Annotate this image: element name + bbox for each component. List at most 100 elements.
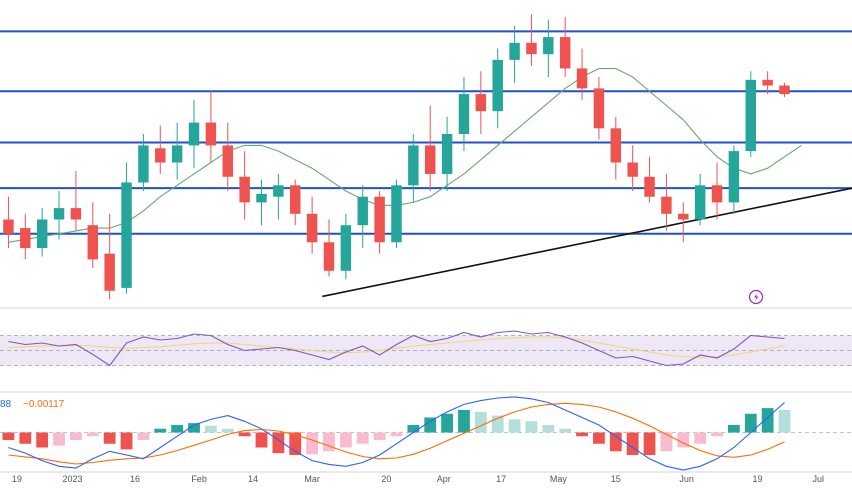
candle	[441, 116, 453, 191]
candle	[104, 213, 115, 300]
candle	[171, 122, 183, 180]
candle	[576, 48, 588, 100]
macd-histogram-bar	[407, 425, 420, 433]
candle	[222, 122, 233, 191]
candle-body	[559, 37, 571, 69]
candle	[357, 185, 368, 248]
time-axis-tick-label: 15	[611, 474, 621, 484]
candle-body	[290, 185, 301, 214]
time-axis-tick-label: 20	[381, 474, 391, 484]
candle	[492, 48, 503, 129]
macd-histogram-bar	[255, 432, 268, 448]
candle-body	[644, 176, 655, 197]
macd-histogram-bar	[272, 432, 285, 454]
candle	[3, 196, 14, 248]
macd-histogram-bar	[188, 423, 200, 433]
macd-histogram-bar	[727, 425, 740, 433]
macd-histogram-bar	[474, 411, 487, 433]
macd-readout: 88 −0.00117	[0, 399, 65, 410]
candle	[678, 202, 689, 243]
macd-histogram-bar	[761, 408, 774, 433]
candle-body	[694, 185, 706, 220]
candle	[374, 191, 385, 254]
trendline	[322, 187, 852, 298]
rsi-ma-line	[8, 336, 785, 358]
macd-histogram-bar	[458, 410, 470, 433]
candle-body	[762, 79, 773, 86]
candle	[627, 145, 638, 191]
candle-body	[779, 85, 790, 95]
candle-body	[53, 208, 65, 220]
lightning-bolt-icon[interactable]	[748, 289, 764, 305]
candle	[559, 17, 571, 77]
time-axis-tick-label: May	[550, 474, 568, 484]
macd-line	[8, 396, 785, 471]
macd-histogram-bar	[2, 432, 15, 440]
candle-body	[340, 225, 352, 271]
macd-histogram-bar	[508, 419, 521, 433]
macd-histogram-bar	[677, 432, 690, 448]
candle	[610, 116, 622, 180]
macd-histogram-bar	[491, 415, 504, 433]
macd-histogram-bar	[373, 432, 386, 440]
candle	[340, 213, 352, 280]
candle	[87, 202, 99, 268]
macd-histogram-bar	[525, 421, 538, 433]
macd-histogram-bar	[204, 425, 217, 433]
candle	[509, 25, 520, 83]
macd-histogram-bar	[694, 432, 707, 444]
candle-body	[323, 242, 335, 271]
macd-histogram-bar	[120, 432, 133, 450]
time-axis-tick-label: Jul	[812, 474, 824, 484]
candle-body	[458, 94, 470, 134]
macd-histogram-bar	[137, 432, 150, 440]
time-axis-tick-label: Jun	[679, 474, 694, 484]
time-axis-tick-label: 19	[12, 474, 22, 484]
candle	[543, 20, 554, 77]
candle	[306, 196, 318, 254]
candle-body	[155, 148, 166, 163]
candle-body	[391, 185, 402, 243]
rsi-panel[interactable]	[0, 307, 852, 367]
candle-body	[661, 196, 672, 214]
candle	[458, 77, 470, 152]
macd-signal-line	[8, 402, 785, 465]
candle	[36, 208, 48, 257]
time-axis-tick-label: Mar	[304, 474, 320, 484]
macd-histogram-bar	[744, 413, 757, 433]
candle	[424, 105, 436, 191]
candle-body	[627, 162, 638, 177]
macd-histogram-bar	[289, 432, 302, 455]
macd-histogram-bar	[711, 432, 723, 437]
candle-body	[576, 68, 588, 89]
candle	[205, 91, 217, 163]
macd-histogram-bar	[154, 428, 167, 433]
candle-body	[104, 253, 115, 291]
time-axis-tick-label: 16	[130, 474, 140, 484]
price-panel[interactable]	[0, 14, 852, 300]
candle	[323, 219, 335, 277]
candle	[593, 77, 605, 140]
time-axis-tick-label: 19	[753, 474, 763, 484]
candle	[779, 82, 790, 97]
macd-histogram-bar	[643, 432, 656, 455]
moving-average-line	[8, 67, 802, 243]
macd-histogram-bar	[441, 413, 453, 433]
candle-body	[121, 182, 132, 288]
time-axis-tick-label: 2023	[63, 474, 83, 484]
candle	[661, 173, 672, 231]
macd-histogram-bar	[86, 432, 99, 437]
candle-body	[408, 145, 419, 186]
candle	[20, 213, 31, 260]
macd-histogram-bar	[36, 432, 49, 448]
macd-histogram-bar	[778, 410, 791, 433]
candle-body	[138, 145, 149, 183]
macd-histogram-bar	[323, 432, 335, 452]
candle-body	[205, 122, 217, 146]
macd-panel[interactable]	[0, 391, 852, 471]
candle	[121, 162, 132, 294]
candle	[728, 145, 740, 214]
macd-histogram-bar	[339, 432, 352, 448]
